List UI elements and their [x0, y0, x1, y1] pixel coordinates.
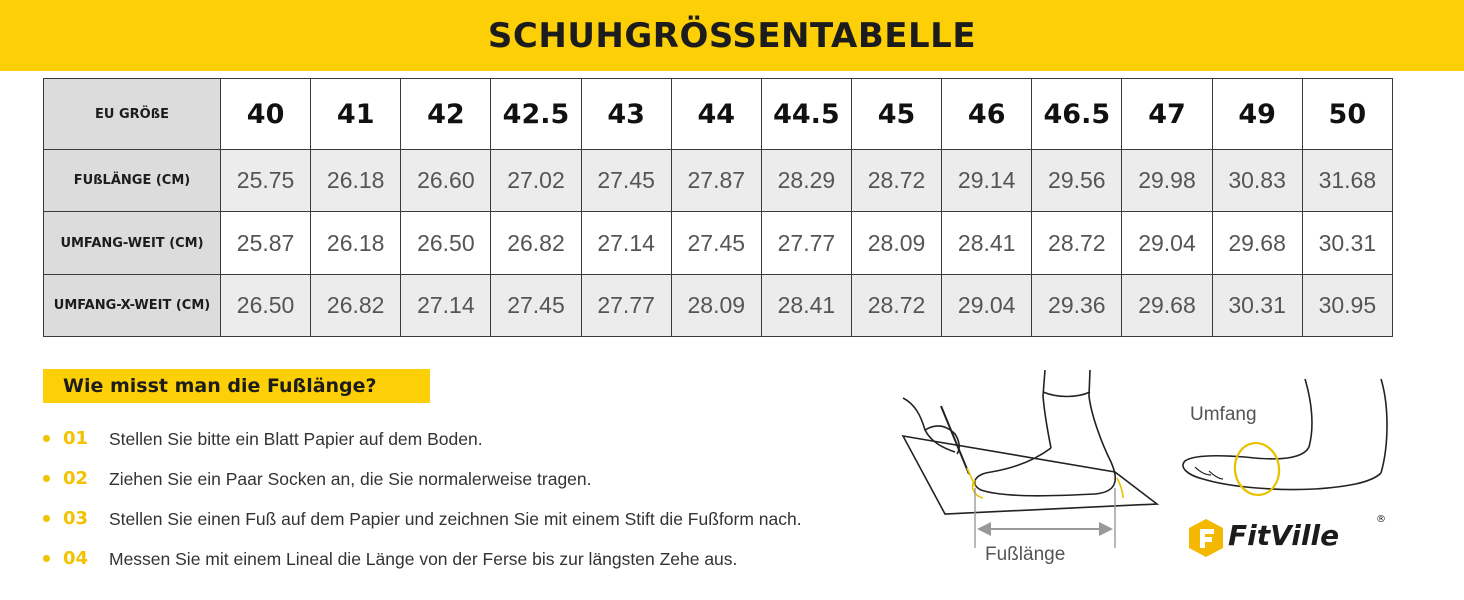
- size-value-cell: 28.72: [850, 273, 943, 338]
- size-value-cell: 29.68: [1121, 273, 1213, 338]
- size-header-cell: 46: [941, 77, 1033, 151]
- size-header-cell: 45: [850, 77, 943, 151]
- bullet-icon: [43, 515, 50, 522]
- size-header-cell: 46.5: [1031, 77, 1123, 151]
- size-value-cell: 26.18: [310, 211, 402, 275]
- size-value-cell: 30.31: [1211, 273, 1303, 338]
- row-label-foot-length: FUßLÄNGE (CM): [43, 149, 221, 213]
- size-header-cell: 50: [1301, 77, 1394, 151]
- size-chart-table: EU GRÖßE 40 41 42 42.5 43 44 44.5 45 46 46.5 47 49 5…: [43, 77, 1394, 338]
- foot-measurement-illustration-icon: [901, 369, 1160, 548]
- step-text: Messen Sie mit einem Lineal die Länge vo…: [109, 549, 738, 569]
- step-number: 01: [63, 428, 89, 449]
- size-value-cell: 28.41: [941, 211, 1033, 275]
- size-header-cell: 42.5: [490, 77, 582, 151]
- size-value-cell: 27.45: [670, 211, 762, 275]
- size-value-cell: 26.50: [400, 211, 492, 275]
- size-value-cell: 28.41: [760, 273, 852, 338]
- size-value-cell: 29.68: [1211, 211, 1303, 275]
- circumference-label: Umfang: [1190, 404, 1257, 425]
- size-value-cell: 27.14: [400, 273, 492, 338]
- row-label-width-wide: UMFANG-WEIT (CM): [43, 211, 221, 275]
- page-title: SCHUHGRÖSSENTABELLE: [487, 16, 977, 56]
- size-value-cell: 27.02: [490, 149, 582, 213]
- table-header-row: EU GRÖßE 40 41 42 42.5 43 44 44.5 45 46 46.5 47 49 5…: [43, 77, 1394, 151]
- size-header-cell: 44.5: [760, 77, 852, 151]
- size-value-cell: 26.18: [310, 149, 402, 213]
- size-value-cell: 29.04: [941, 273, 1033, 338]
- size-value-cell: 29.14: [941, 149, 1033, 213]
- size-header-cell: 42: [400, 77, 492, 151]
- size-value-cell: 28.72: [1031, 211, 1123, 275]
- row-label-eu-size: EU GRÖßE: [43, 77, 221, 151]
- step-number: 04: [63, 548, 89, 569]
- foot-circumference-illustration-icon: [1182, 378, 1388, 497]
- table-row-foot-length: FUßLÄNGE (CM) 25.75 26.18 26.60 27.02 27.45 2…: [43, 149, 1394, 213]
- fitville-logo-icon: [1189, 519, 1223, 557]
- bullet-icon: [43, 435, 50, 442]
- size-value-cell: 29.04: [1121, 211, 1213, 275]
- size-value-cell: 27.77: [580, 273, 672, 338]
- size-header-cell: 43: [580, 77, 672, 151]
- size-value-cell: 28.09: [850, 211, 943, 275]
- size-value-cell: 25.75: [219, 149, 312, 213]
- size-value-cell: 28.09: [670, 273, 762, 338]
- size-value-cell: 29.98: [1121, 149, 1213, 213]
- table-row-width-extra-wide: UMFANG-X-WEIT (CM) 26.50 26.82 27.14 27.45 2…: [43, 273, 1394, 338]
- size-header-cell: 49: [1211, 77, 1303, 151]
- size-value-cell: 26.50: [219, 273, 312, 338]
- title-banner: [0, 0, 1464, 71]
- bullet-icon: [43, 555, 50, 562]
- step-text: Stellen Sie einen Fuß auf dem Papier und…: [109, 509, 802, 529]
- size-value-cell: 30.83: [1211, 149, 1303, 213]
- size-header-cell: 40: [219, 77, 312, 151]
- size-value-cell: 27.87: [670, 149, 762, 213]
- step-number: 02: [63, 468, 89, 489]
- size-value-cell: 27.45: [490, 273, 582, 338]
- size-value-cell: 31.68: [1301, 149, 1394, 213]
- size-value-cell: 27.14: [580, 211, 672, 275]
- size-header-cell: 47: [1121, 77, 1213, 151]
- step-text: Stellen Sie bitte ein Blatt Papier auf d…: [109, 429, 483, 449]
- size-value-cell: 29.56: [1031, 149, 1123, 213]
- size-header-cell: 41: [310, 77, 402, 151]
- size-value-cell: 26.82: [310, 273, 402, 338]
- size-value-cell: 26.82: [490, 211, 582, 275]
- step-text: Ziehen Sie ein Paar Socken an, die Sie n…: [109, 469, 592, 489]
- size-header-cell: 44: [670, 77, 762, 151]
- size-value-cell: 27.45: [580, 149, 672, 213]
- registered-mark: ®: [1376, 514, 1386, 525]
- size-value-cell: 28.72: [850, 149, 943, 213]
- step-number: 03: [63, 508, 89, 529]
- size-value-cell: 29.36: [1031, 273, 1123, 338]
- foot-length-label: Fußlänge: [985, 544, 1066, 565]
- size-value-cell: 27.77: [760, 211, 852, 275]
- size-value-cell: 30.31: [1301, 211, 1394, 275]
- howto-title: Wie misst man die Fußlänge?: [63, 375, 377, 397]
- table-row-width-wide: UMFANG-WEIT (CM) 25.87 26.18 26.50 26.82 27.…: [43, 211, 1394, 275]
- size-value-cell: 28.29: [760, 149, 852, 213]
- size-value-cell: 30.95: [1301, 273, 1394, 338]
- brand-name: FitVille: [1228, 519, 1340, 552]
- howto-title-badge: [43, 369, 430, 403]
- row-label-width-extra-wide: UMFANG-X-WEIT (CM): [43, 273, 221, 338]
- size-value-cell: 26.60: [400, 149, 492, 213]
- bullet-icon: [43, 475, 50, 482]
- size-value-cell: 25.87: [219, 211, 312, 275]
